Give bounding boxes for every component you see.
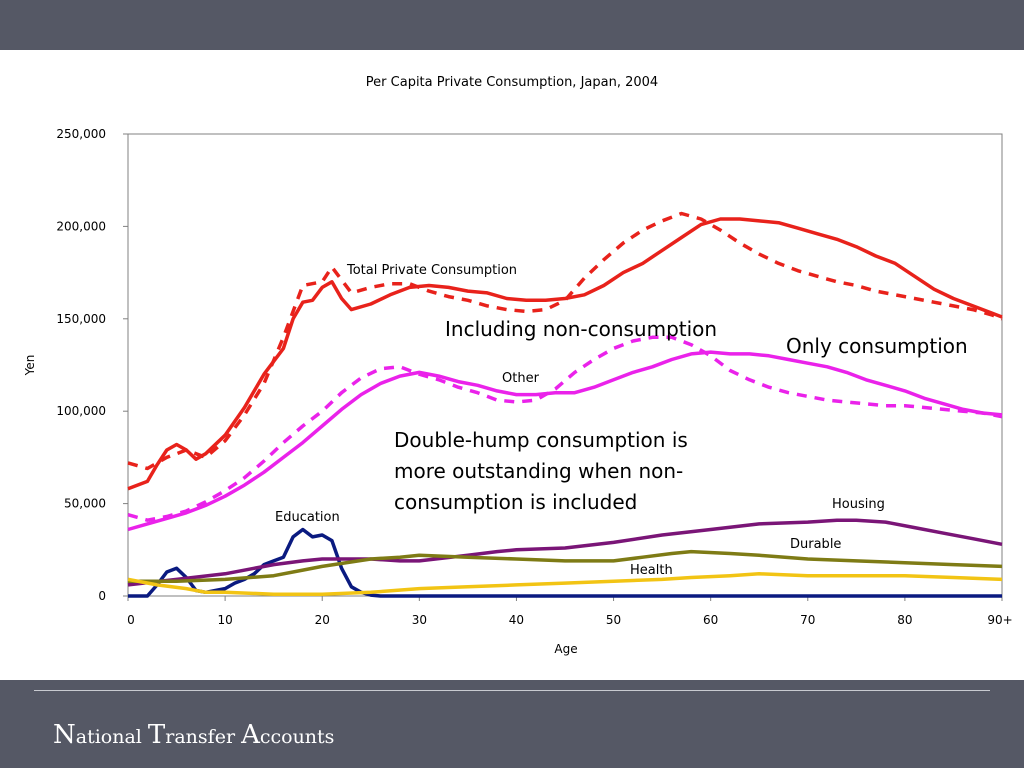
footer-title-word: ransfer	[165, 726, 242, 748]
x-tick-label: 80	[897, 613, 912, 627]
series-label-health: Health	[630, 563, 673, 578]
y-tick-labels: 0 50,000 100,000 150,000 200,000 250,000	[56, 127, 106, 603]
y-axis-label: Yen	[23, 355, 37, 377]
y-tick-label: 250,000	[56, 127, 106, 141]
axes	[123, 133, 1003, 601]
annotation-note-line: more outstanding when non-	[394, 459, 683, 483]
series-label-housing: Housing	[832, 497, 885, 512]
series-line-durable	[128, 549, 1003, 583]
footer-title-initial: A	[241, 720, 260, 750]
series-line-health	[127, 572, 1003, 596]
footer-divider	[34, 690, 990, 691]
x-tick-label: 0	[127, 613, 135, 627]
x-tick-labels: 0 10 20 30 40 50 60 70 80 90+	[127, 613, 1012, 627]
footer-title-word: ational	[75, 726, 148, 748]
plot-area	[127, 133, 1003, 597]
footer-title-initial: T	[147, 720, 166, 750]
x-tick-label: 60	[703, 613, 718, 627]
series-label-education: Education	[275, 510, 340, 525]
x-tick-label: 50	[606, 613, 621, 627]
y-tick-label: 150,000	[56, 312, 106, 326]
footer-title-word: ccounts	[259, 726, 335, 748]
y-tick-label: 50,000	[64, 497, 106, 511]
annotation-including: Including non-consumption	[445, 317, 717, 341]
series-line-other	[127, 350, 1003, 532]
x-tick-label: 20	[315, 613, 330, 627]
annotation-note-line: consumption is included	[394, 490, 637, 514]
series-line-total-private-consumption	[127, 217, 1003, 491]
series-line-other-dashed	[127, 335, 1003, 522]
series-line-housing	[127, 518, 1003, 587]
x-axis-label: Age	[554, 642, 577, 656]
series-line-education	[128, 527, 1002, 598]
annotation-note-line: Double-hump consumption is	[394, 428, 688, 452]
x-tick-label: 70	[800, 613, 815, 627]
series-label-total: Total Private Consumption	[346, 263, 517, 278]
x-tick-label: 40	[509, 613, 524, 627]
x-tick-label: 30	[412, 613, 427, 627]
series-label-other: Other	[502, 371, 540, 386]
footer-title-initial: N	[53, 720, 76, 750]
annotation-only: Only consumption	[786, 334, 968, 358]
footer-bar: National Transfer Accounts	[0, 680, 1024, 768]
series-line-total-private-consumption-dashed	[127, 211, 1003, 471]
chart-title: Per Capita Private Consumption, Japan, 2…	[366, 75, 658, 90]
consumption-chart: Per Capita Private Consumption, Japan, 2…	[23, 75, 1013, 656]
footer-title: National Transfer Accounts	[53, 720, 334, 750]
series-lines	[127, 211, 1003, 598]
x-tick-label: 90+	[987, 613, 1012, 627]
y-tick-label: 200,000	[56, 219, 106, 233]
y-tick-label: 0	[98, 589, 106, 603]
x-tick-label: 10	[217, 613, 232, 627]
y-tick-label: 100,000	[56, 404, 106, 418]
series-label-durable: Durable	[790, 537, 841, 552]
header-bar	[0, 0, 1024, 50]
